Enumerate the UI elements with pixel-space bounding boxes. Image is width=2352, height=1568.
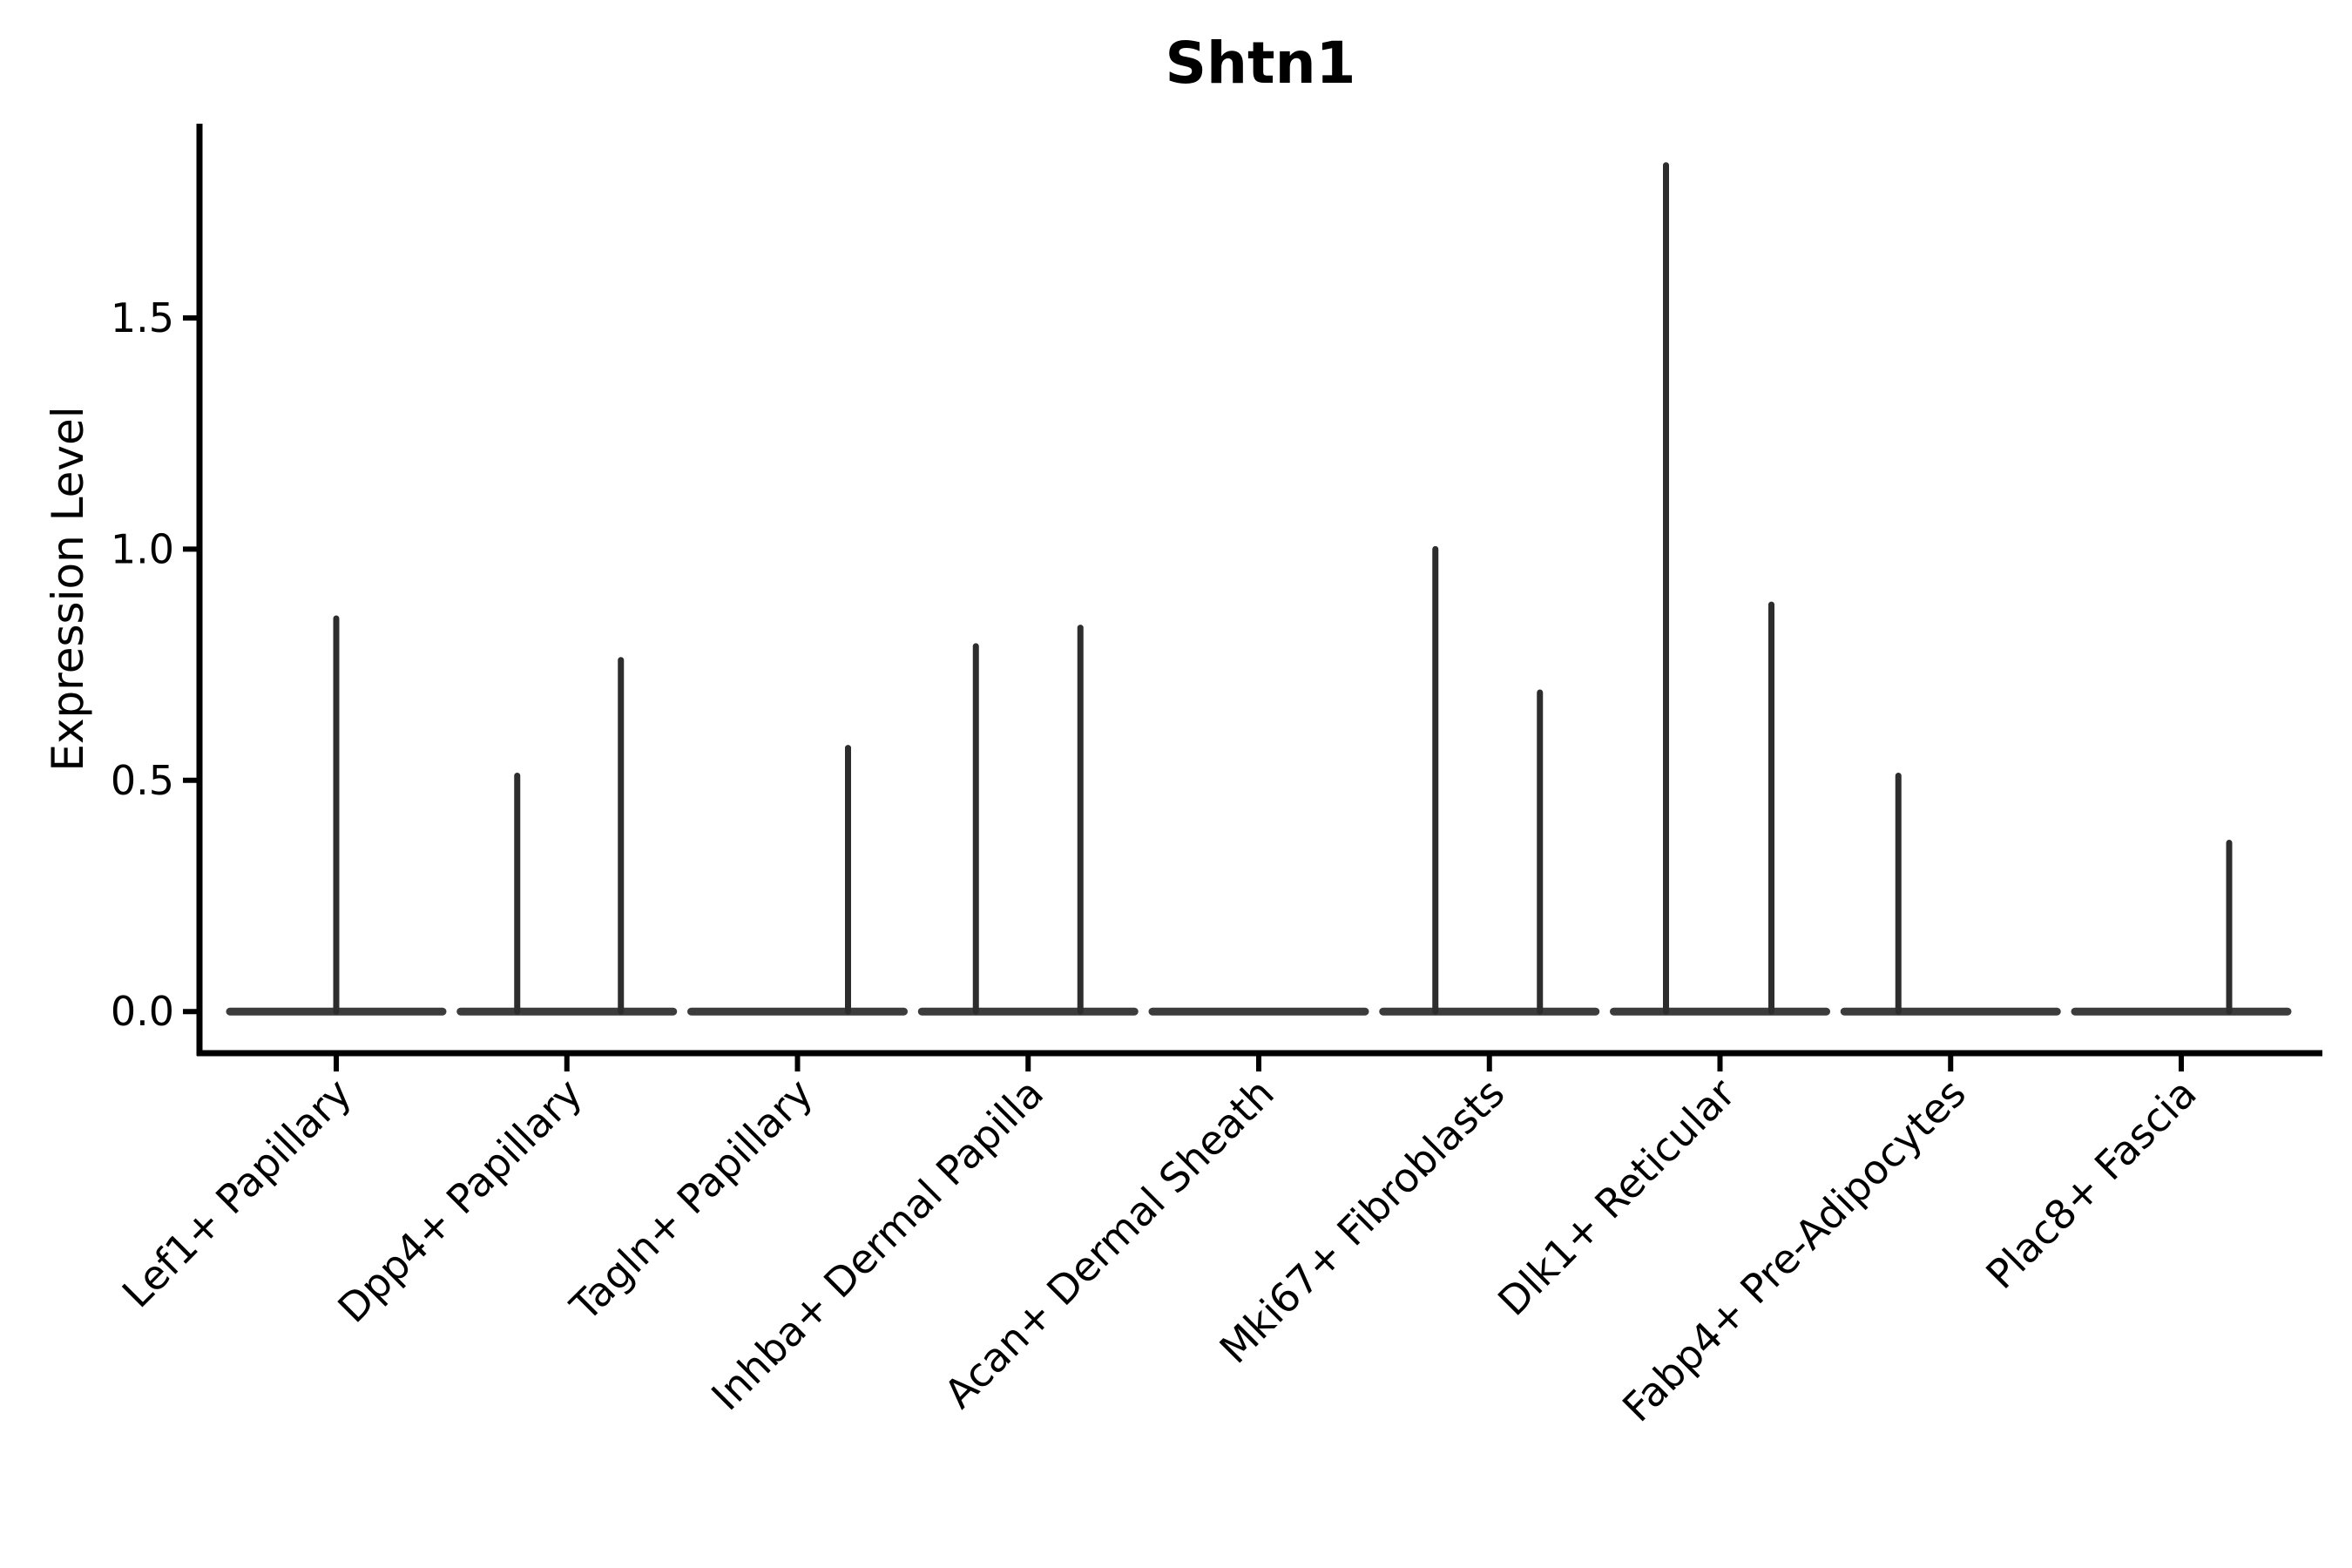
y-tick-label: 1.5 [111, 294, 174, 341]
y-tick-label: 0.5 [111, 757, 174, 804]
y-ticks: 0.0 0.5 1.0 1.5 [111, 294, 199, 1035]
y-tick-label: 1.0 [111, 525, 174, 572]
violins [226, 162, 2292, 1016]
y-tick-label: 0.0 [111, 988, 174, 1035]
y-axis-label: Expression Level [43, 406, 93, 771]
chart-title: Shtn1 [1166, 30, 1356, 97]
